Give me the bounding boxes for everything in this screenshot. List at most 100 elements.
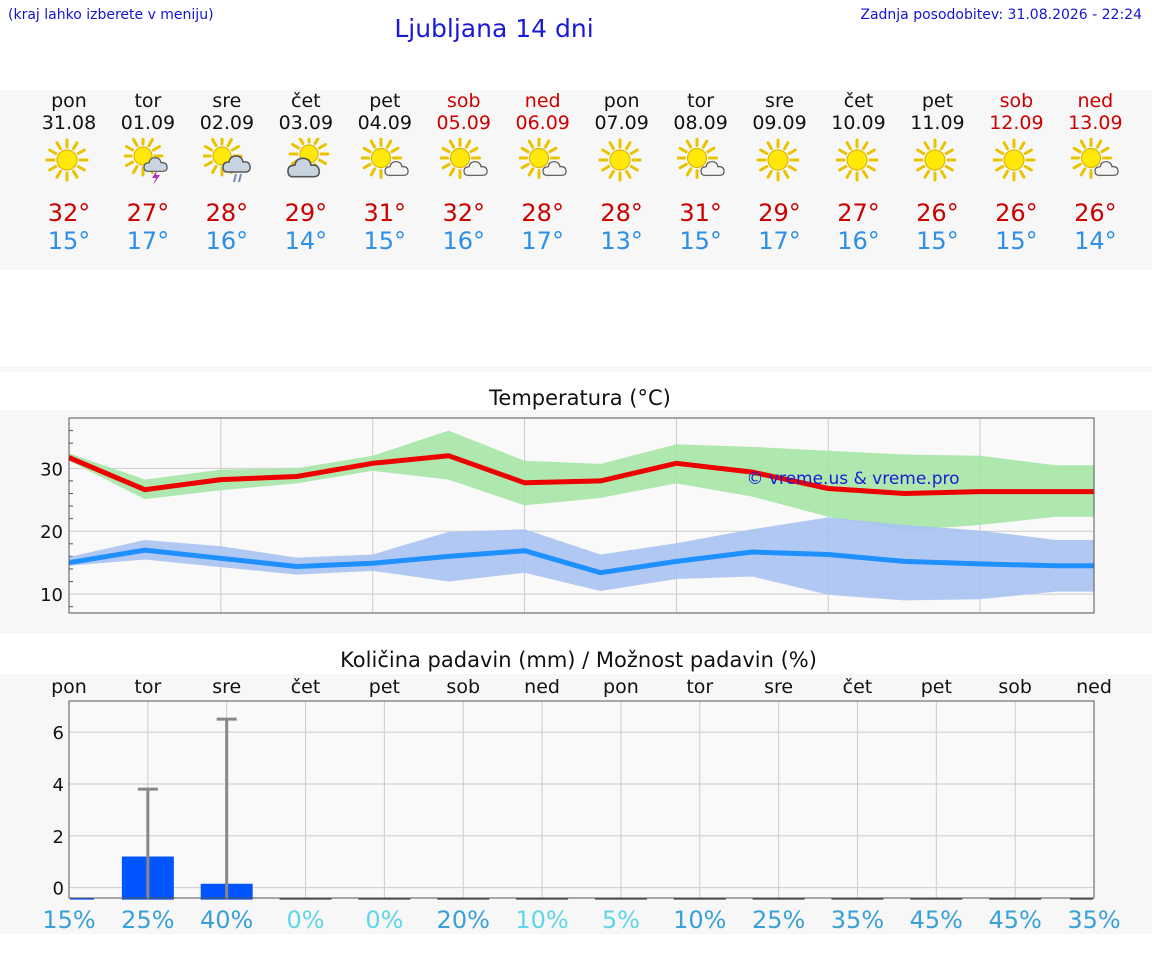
plot-area bbox=[69, 701, 1094, 898]
location-hint-link[interactable]: (kraj lahko izberete v meniju) bbox=[8, 7, 214, 23]
day-date: 03.09 bbox=[278, 112, 334, 134]
precip-day-label: sob bbox=[998, 676, 1032, 698]
sun-icon bbox=[582, 138, 662, 186]
y-tick-label: 2 bbox=[53, 827, 64, 848]
y-tick-label: 20 bbox=[40, 522, 63, 543]
y-tick-label: 6 bbox=[53, 723, 64, 744]
max-temperature: 29° bbox=[758, 199, 801, 227]
temperature-chart: 10 20 30 © vreme.us & vreme.pro bbox=[40, 417, 1095, 614]
precip-day-label: pet bbox=[921, 676, 952, 698]
day-date: 11.09 bbox=[910, 112, 965, 134]
precip-day-label: čet bbox=[291, 676, 321, 698]
day-name: čet bbox=[291, 90, 321, 112]
precip-day-label: pet bbox=[369, 676, 400, 698]
min-temperature: 15° bbox=[363, 227, 407, 255]
day-column: sre 09.09 29° 17° bbox=[740, 90, 820, 255]
sun-icon bbox=[976, 138, 1056, 186]
day-column: sre 02.09 28° 16° bbox=[187, 90, 267, 255]
watermark: © vreme.us & vreme.pro bbox=[746, 469, 959, 489]
precip-probability: 45% bbox=[910, 906, 963, 934]
min-temperature: 17° bbox=[758, 227, 801, 255]
day-column: sob 12.09 26° 15° bbox=[976, 90, 1056, 255]
day-date: 08.09 bbox=[673, 112, 728, 134]
precip-day-label: tor bbox=[686, 676, 713, 698]
day-date: 07.09 bbox=[594, 112, 649, 134]
day-column: pet 04.09 31° 15° bbox=[345, 90, 425, 255]
max-temperature: 31° bbox=[363, 199, 407, 227]
precip-probability: 10% bbox=[673, 906, 726, 934]
day-name: sre bbox=[212, 90, 242, 112]
separator-band bbox=[0, 366, 1152, 372]
precip-bar bbox=[279, 898, 332, 900]
precip-day-label: sre bbox=[212, 676, 241, 698]
day-column: pon 31.08 32° 15° bbox=[29, 90, 109, 255]
precip-bar bbox=[673, 898, 726, 900]
precip-day-label: ned bbox=[524, 676, 560, 698]
max-temperature: 28° bbox=[521, 199, 564, 227]
max-temperature: 26° bbox=[995, 199, 1038, 227]
min-temperature: 15° bbox=[916, 227, 959, 255]
max-temperature-line bbox=[68, 453, 1094, 496]
max-temperature: 28° bbox=[205, 199, 249, 227]
max-temperature: 28° bbox=[600, 199, 643, 227]
precip-bar bbox=[594, 898, 647, 900]
precip-bar bbox=[70, 898, 94, 900]
plot-frame bbox=[68, 417, 1095, 614]
day-name: pon bbox=[603, 90, 640, 112]
day-name: pon bbox=[51, 90, 87, 112]
day-column: tor 01.09 27° 17° bbox=[108, 90, 188, 255]
precip-bar bbox=[516, 898, 569, 900]
max-temperature: 29° bbox=[284, 199, 328, 227]
day-name: sob bbox=[446, 90, 481, 112]
sun-icon bbox=[740, 138, 820, 186]
max-temperature: 31° bbox=[679, 199, 722, 227]
precip-probability: 35% bbox=[1067, 906, 1120, 934]
precip-day-label: tor bbox=[134, 676, 161, 698]
day-column: ned 13.09 26° 14° bbox=[1055, 90, 1135, 255]
day-column: ned 06.09 28° 17° bbox=[503, 90, 583, 255]
sun-small-cloud-icon bbox=[503, 138, 583, 186]
day-date: 10.09 bbox=[831, 112, 886, 134]
precip-bar bbox=[989, 898, 1042, 900]
precip-day-label: čet bbox=[843, 676, 873, 698]
precip-probability: 0% bbox=[286, 906, 324, 934]
day-date: 06.09 bbox=[515, 112, 570, 134]
day-name: sre bbox=[765, 90, 795, 112]
precip-probability: 40% bbox=[200, 906, 253, 934]
sun-cloud-rain-icon bbox=[187, 138, 267, 186]
min-temperature: 16° bbox=[837, 227, 880, 255]
day-name: pet bbox=[369, 90, 401, 112]
forecast-strip bbox=[0, 90, 1152, 270]
plot-frame bbox=[68, 700, 1095, 899]
precip-day-label: pon bbox=[603, 676, 639, 698]
day-date: 13.09 bbox=[1068, 112, 1123, 134]
sun-small-cloud-icon bbox=[345, 138, 425, 186]
y-tick-label: 0 bbox=[53, 879, 64, 900]
day-name: pet bbox=[921, 90, 954, 112]
precip-day-label: sob bbox=[446, 676, 480, 698]
precip-probability: 20% bbox=[437, 906, 490, 934]
day-date: 04.09 bbox=[357, 112, 412, 134]
precip-probability: 10% bbox=[515, 906, 568, 934]
precipitation-chart-title: Količina padavin (mm) / Možnost padavin … bbox=[340, 648, 817, 672]
temperature-chart-title: Temperatura (°C) bbox=[489, 386, 671, 410]
day-name: ned bbox=[524, 90, 561, 112]
min-temperature-line bbox=[68, 547, 1094, 576]
day-column: tor 08.09 31° 15° bbox=[661, 90, 741, 255]
max-temperature: 26° bbox=[1074, 199, 1117, 227]
min-temperature: 15° bbox=[995, 227, 1038, 255]
precipitation-chart: pon tor sre čet pet sob ned pon tor sre čet pet sob n… bbox=[42, 676, 1120, 934]
precip-bar bbox=[1070, 898, 1093, 900]
max-temperature: 32° bbox=[47, 199, 91, 227]
min-temperature: 14° bbox=[284, 227, 328, 255]
precip-day-label: sre bbox=[764, 676, 793, 698]
max-temperature: 32° bbox=[442, 199, 486, 227]
last-updated: Zadnja posodobitev: 31.08.2026 - 22:24 bbox=[860, 7, 1142, 23]
day-name: čet bbox=[843, 90, 874, 112]
precip-bar bbox=[752, 898, 805, 900]
sun-icon bbox=[29, 138, 109, 186]
min-temperature: 16° bbox=[205, 227, 249, 255]
day-column: pet 11.09 26° 15° bbox=[897, 90, 977, 255]
page-title: Ljubljana 14 dni bbox=[394, 14, 594, 43]
min-temperature-range bbox=[69, 517, 1094, 601]
